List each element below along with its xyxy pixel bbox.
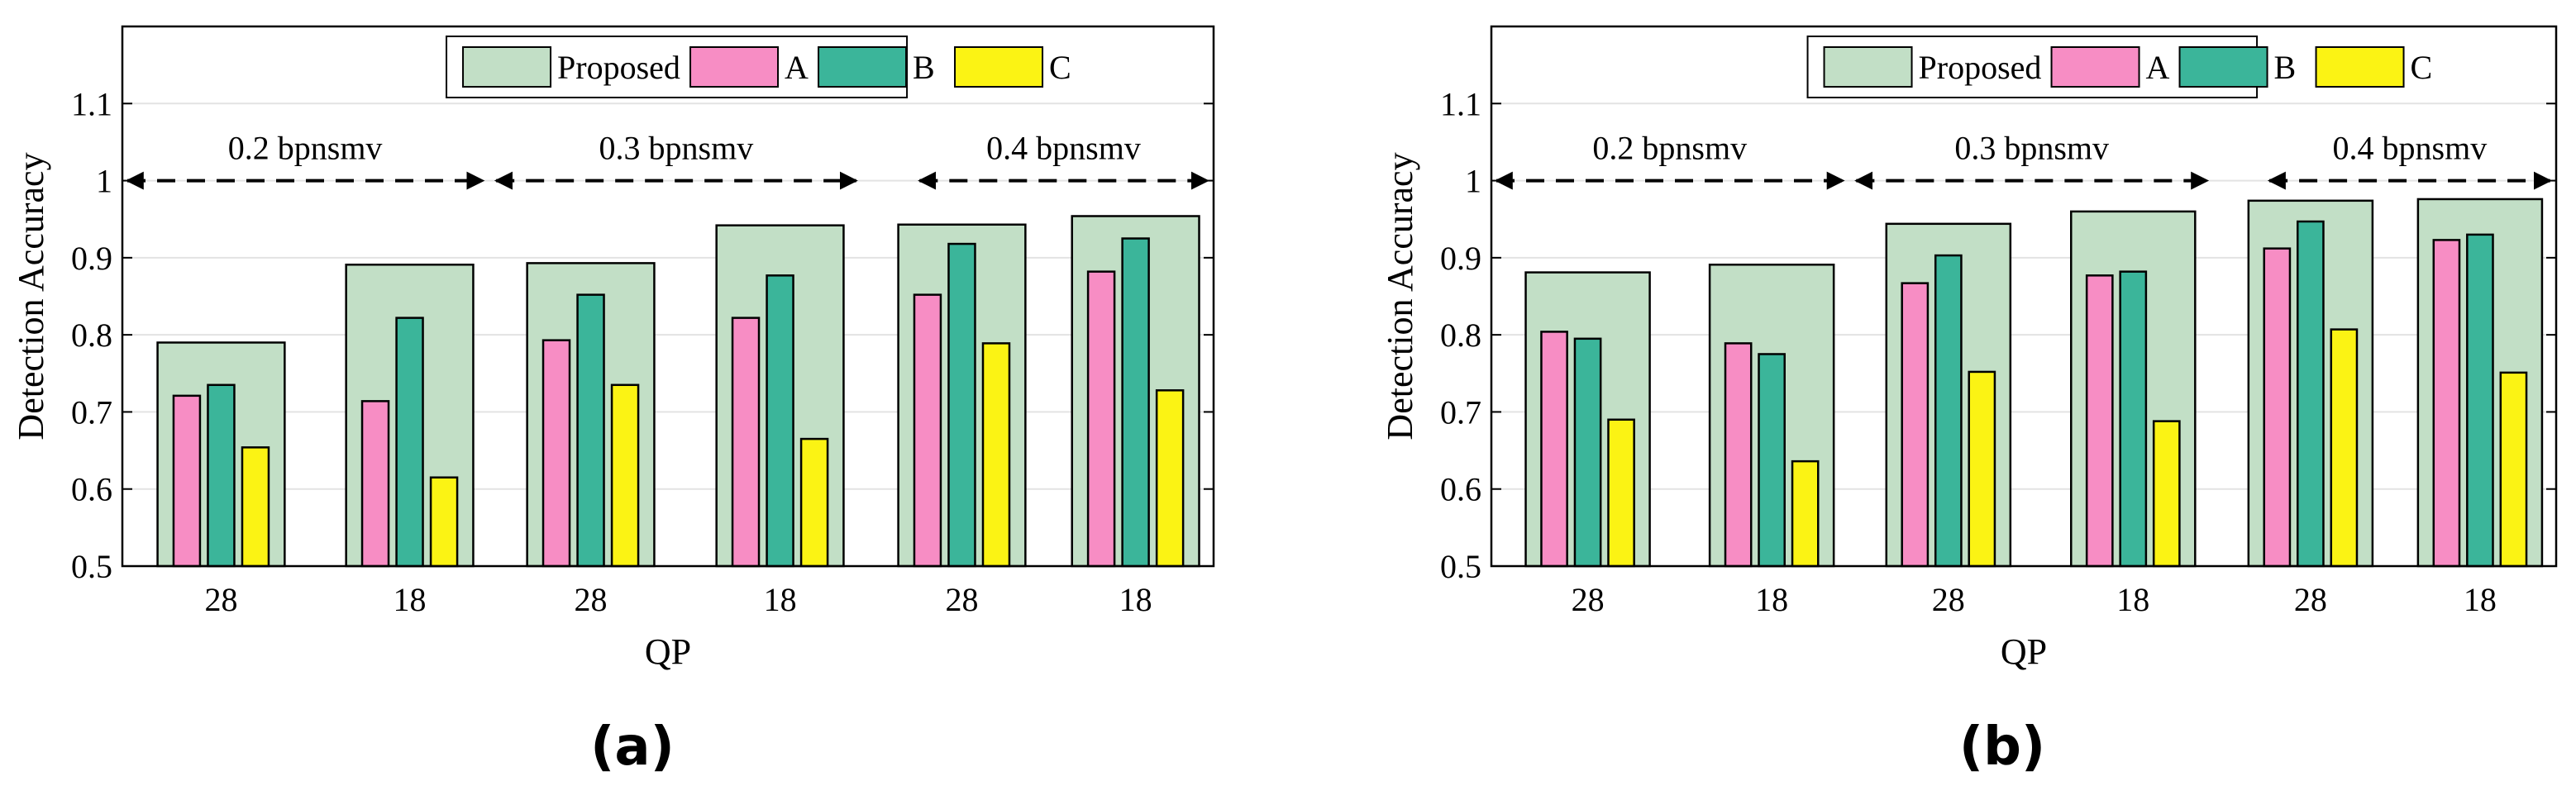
legend-swatch-proposed	[462, 46, 552, 88]
bar-a	[1901, 282, 1930, 568]
legend-label-a: A	[2146, 49, 2170, 86]
bar-b	[2297, 220, 2325, 568]
bar-c	[2330, 328, 2359, 568]
bar-a	[731, 317, 761, 568]
legend-swatch-b	[818, 46, 908, 88]
x-tick-label: 28	[204, 581, 237, 618]
y-axis-label: Detection Accuracy	[1380, 152, 1420, 440]
y-tick-label: 0.8	[1440, 317, 1481, 354]
group-label: 0.2 bpnsmv	[228, 130, 383, 167]
x-tick-label: 18	[764, 581, 797, 618]
x-tick-label: 18	[1755, 581, 1788, 618]
bar-c	[610, 383, 640, 568]
legend-label-b: B	[913, 49, 935, 86]
chart-panel-a: 28 18 28 18 28 18 0.2 bpnsmv 0.3 bpnsmv 0.4 bpns…	[11, 25, 1215, 672]
legend-swatch-c	[2315, 46, 2405, 88]
bar-c	[1791, 460, 1820, 568]
bar-c	[429, 476, 459, 568]
group-label: 0.3 bpnsmv	[1954, 130, 2109, 167]
bar-a	[1086, 270, 1116, 568]
legend-swatch-c	[954, 46, 1044, 88]
y-tick-label: 0.6	[1440, 471, 1481, 508]
group-label: 0.2 bpnsmv	[1592, 130, 1747, 167]
y-tick-label: 1	[96, 163, 112, 200]
panel-label: (a)	[590, 717, 675, 778]
x-tick-label: 18	[2464, 581, 2497, 618]
bar-a	[913, 293, 942, 568]
bar-b	[2119, 270, 2148, 568]
legend-label-proposed: Proposed	[1919, 49, 2042, 86]
bar-c	[2152, 420, 2181, 568]
legend-label-b: B	[2274, 49, 2297, 86]
plot-frame	[1490, 25, 2558, 568]
bar-b	[947, 242, 976, 568]
bar-c	[2499, 371, 2528, 568]
bar-c	[1155, 389, 1185, 568]
bar-b	[1573, 337, 1602, 568]
bar-b	[2466, 233, 2494, 568]
bar-c	[1607, 418, 1635, 568]
legend-label-c: C	[2411, 49, 2433, 86]
y-tick-label: 0.7	[71, 393, 112, 431]
plot-frame	[121, 25, 1215, 568]
x-tick-label: 28	[1932, 581, 1965, 618]
bar-a	[2085, 274, 2114, 568]
bar-a	[2432, 239, 2461, 568]
group-label: 0.4 bpnsmv	[986, 130, 1141, 167]
group-label: 0.3 bpnsmv	[599, 130, 754, 167]
x-tick-label: 18	[394, 581, 427, 618]
bar-a	[360, 400, 390, 568]
y-axis-label: Detection Accuracy	[11, 152, 51, 440]
x-tick-label: 18	[2116, 581, 2149, 618]
bar-b	[576, 293, 605, 568]
bar-c	[1968, 370, 1996, 568]
legend-swatch-proposed	[1823, 46, 1913, 88]
y-tick-label: 0.7	[1440, 393, 1481, 431]
bar-b	[395, 317, 424, 568]
y-tick-label: 0.8	[71, 317, 112, 354]
bar-b	[1121, 237, 1150, 568]
y-tick-label: 0.9	[1440, 240, 1481, 277]
legend-swatch-a	[689, 46, 780, 88]
y-tick-label: 0.5	[1440, 548, 1481, 585]
legend-label-proposed: Proposed	[557, 49, 680, 86]
legend-swatch-a	[2050, 46, 2140, 88]
bar-b	[207, 383, 236, 568]
x-tick-label: 28	[945, 581, 978, 618]
panel-label: (b)	[1959, 717, 2045, 778]
bar-a	[2263, 247, 2292, 568]
y-tick-label: 0.5	[71, 548, 112, 585]
y-tick-label: 1	[1465, 163, 1481, 200]
bar-a	[1724, 342, 1753, 568]
x-tick-label: 28	[2294, 581, 2327, 618]
bar-b	[766, 274, 794, 568]
x-tick-label: 18	[1119, 581, 1152, 618]
bar-c	[981, 342, 1011, 568]
x-axis-label: QP	[645, 631, 691, 672]
legend-label-a: A	[785, 49, 809, 86]
x-tick-label: 28	[1572, 581, 1605, 618]
bar-a	[1540, 331, 1568, 568]
y-tick-label: 1.1	[1440, 85, 1481, 122]
bar-a	[541, 339, 571, 568]
legend: Proposed A B C	[1806, 36, 2433, 98]
legend-swatch-b	[2178, 46, 2268, 88]
x-tick-label: 28	[575, 581, 608, 618]
chart-panel-b: 28 18 28 18 28 18 0.2 bpnsmv 0.3 bpnsmv 0.4 bpns…	[1380, 25, 2558, 672]
legend: Proposed A B C	[446, 36, 1071, 98]
legend-label-c: C	[1049, 49, 1071, 86]
bar-b	[1758, 353, 1786, 568]
bar-b	[1934, 254, 1963, 568]
x-axis-label: QP	[2001, 631, 2047, 672]
group-label: 0.4 bpnsmv	[2333, 130, 2488, 167]
bar-a	[172, 394, 202, 568]
bar-c	[241, 446, 270, 568]
y-tick-label: 0.6	[71, 471, 112, 508]
y-tick-label: 1.1	[71, 85, 112, 122]
y-tick-label: 0.9	[71, 240, 112, 277]
bar-c	[799, 437, 829, 568]
